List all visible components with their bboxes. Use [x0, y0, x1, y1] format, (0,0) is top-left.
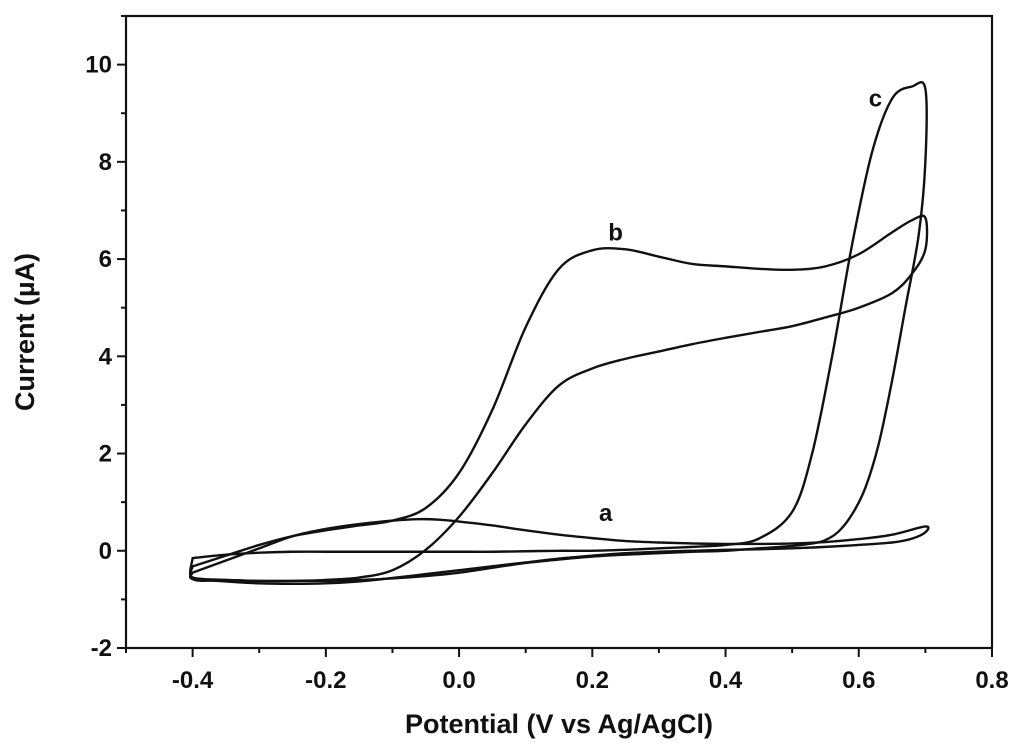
y-axis-ticks: -2 0 2 4 6 8 10 [85, 15, 126, 662]
x-tick-label: 0.0 [442, 667, 475, 694]
series-b-line [188, 214, 929, 583]
y-tick-label: 0 [99, 538, 112, 565]
x-tick-label: -0.4 [172, 667, 214, 694]
x-tick-label: 0.4 [709, 667, 743, 694]
series-a-line [188, 517, 930, 586]
series-labels: a b c [599, 86, 882, 527]
y-tick-label: 4 [99, 343, 113, 370]
x-axis-ticks: -0.4 -0.2 0.0 0.2 0.4 0.6 0.8 [125, 648, 1009, 694]
series-c-line [188, 81, 928, 583]
x-tick-label: -0.2 [305, 667, 346, 694]
y-tick-label: 2 [99, 441, 112, 468]
y-tick-label: 10 [85, 52, 112, 79]
y-tick-label: 6 [99, 246, 112, 273]
y-axis-title: Current (µA) [10, 253, 40, 411]
plot-frame [124, 14, 994, 650]
y-tick-label: 8 [99, 149, 112, 176]
x-axis-title: Potential (V vs Ag/AgCl) [405, 709, 713, 739]
series-c-label: c [869, 86, 882, 113]
series-a-label: a [599, 500, 613, 527]
x-tick-label: 0.2 [576, 667, 609, 694]
x-tick-label: 0.8 [975, 667, 1008, 694]
x-tick-label: 0.6 [842, 667, 875, 694]
series-b-label: b [608, 219, 623, 246]
plot-series [188, 81, 930, 586]
y-tick-label: -2 [91, 635, 112, 662]
